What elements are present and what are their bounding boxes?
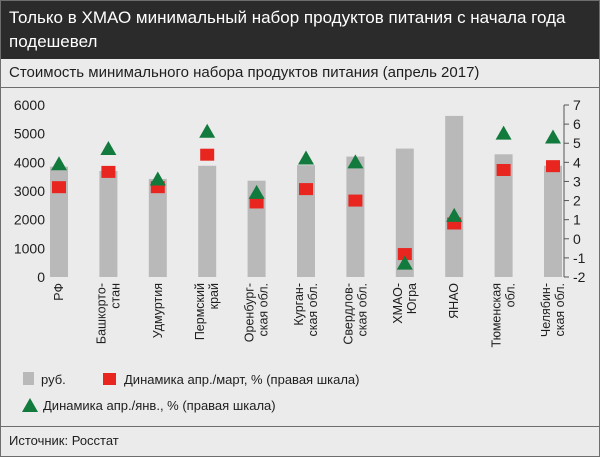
marker-apr-jan (446, 207, 463, 222)
legend-swatch-bar (23, 372, 34, 385)
left-axis-tick: 1000 (14, 240, 45, 256)
category-label: ХМАО- (391, 283, 405, 324)
right-axis-tick: 2 (573, 193, 581, 209)
category-label: Башкорто- (94, 283, 108, 344)
left-axis-tick: 3000 (14, 183, 45, 199)
marker-apr-jan (51, 156, 67, 171)
left-axis-tick: 2000 (14, 212, 45, 228)
legend-swatch-square (103, 373, 116, 385)
marker-apr-mar (348, 194, 363, 207)
bar-rub (494, 154, 513, 277)
legend-label-triangle: Динамика апр./янв., % (правая шкала) (43, 398, 276, 413)
category-label: ская обл. (257, 283, 271, 337)
right-axis-tick: -1 (573, 250, 586, 266)
marker-apr-jan (347, 154, 364, 169)
right-axis-tick: 4 (573, 154, 581, 170)
right-axis-tick: -2 (573, 269, 586, 285)
category-label: ская обл. (553, 283, 567, 337)
bar-rub (148, 178, 167, 277)
source-divider (1, 426, 599, 427)
marker-apr-jan (149, 171, 166, 186)
marker-apr-jan (199, 123, 216, 138)
category-label: обл. (504, 283, 518, 307)
category-label: Югра (405, 283, 419, 314)
chart-title: Только в ХМАО минимальный набор продукто… (9, 8, 566, 51)
category-label: Оренбург- (243, 283, 257, 342)
marker-apr-mar (101, 165, 116, 178)
bar-rub (99, 170, 118, 277)
category-label: Тюменская (490, 283, 504, 347)
bar-rub (198, 165, 217, 277)
category-label: Пермский (193, 283, 207, 340)
category-label: Свердлов- (341, 283, 355, 345)
marker-apr-jan (545, 129, 561, 144)
right-axis-tick: 6 (573, 116, 581, 132)
category-label: ская обл. (355, 283, 369, 337)
marker-apr-mar (249, 196, 264, 209)
marker-apr-jan (248, 184, 265, 199)
right-axis-tick: 7 (573, 97, 581, 113)
legend-swatch-triangle (22, 398, 38, 412)
category-label: ская обл. (306, 283, 320, 337)
marker-apr-jan (396, 255, 413, 270)
marker-apr-mar (397, 248, 412, 261)
left-axis-tick: 6000 (14, 97, 45, 113)
marker-apr-jan (495, 125, 512, 140)
category-label: Челябин- (539, 283, 553, 337)
bar-rub (297, 165, 315, 277)
right-axis-tick: 5 (573, 135, 581, 151)
left-axis-tick: 0 (37, 269, 45, 285)
category-label: ЯНАО (447, 283, 461, 319)
chart-canvas: 0 1000 2000 3000 4000 5000 6000 -2 -1 0 1 2 3 4 5 6 7 РФ Б… (14, 97, 586, 413)
marker-apr-jan (100, 140, 117, 155)
legend-label-bar: руб. (41, 372, 66, 387)
subtitle-divider (1, 87, 599, 88)
legend-label-square: Динамика апр./март, % (правая шкала) (124, 372, 359, 387)
chart-subtitle: Стоимость минимального набора продуктов … (9, 64, 480, 81)
category-label: край (207, 283, 221, 309)
title-banner: Только в ХМАО минимальный набор продукто… (1, 1, 599, 59)
source-note: Источник: Росстат (9, 433, 119, 448)
right-axis-tick: 0 (573, 231, 581, 247)
marker-apr-mar (546, 160, 560, 173)
category-label: Удмуртия (151, 283, 165, 338)
right-axis-tick: 1 (573, 212, 581, 228)
left-axis-tick: 5000 (14, 126, 45, 142)
marker-apr-jan (298, 150, 314, 165)
category-label: РФ (52, 283, 66, 301)
bar-rub (395, 148, 414, 277)
marker-apr-mar (52, 181, 66, 194)
bar-rub (544, 165, 562, 277)
bar-rub (445, 115, 464, 277)
marker-apr-mar (299, 183, 313, 196)
bar-rub (50, 166, 68, 277)
category-label: Курган- (292, 283, 306, 326)
marker-apr-mar (200, 148, 215, 161)
category-label: стан (108, 283, 122, 309)
bar-rub (346, 156, 365, 277)
left-axis-tick: 4000 (14, 154, 45, 170)
right-axis-tick: 3 (573, 173, 581, 189)
marker-apr-mar (496, 163, 511, 176)
